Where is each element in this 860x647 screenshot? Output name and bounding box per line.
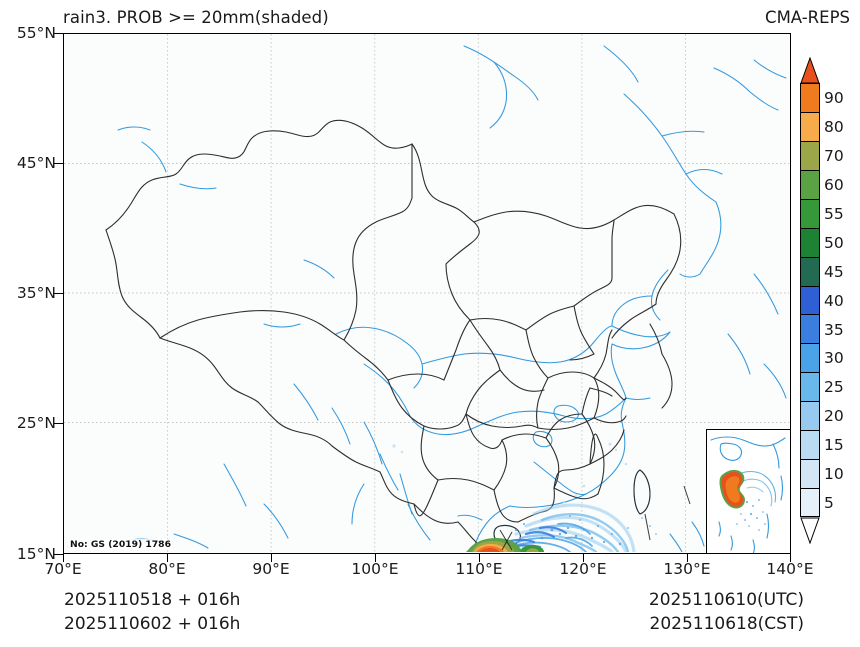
inset-canvas: [707, 430, 790, 553]
colorbar-label-20: 20: [824, 407, 844, 426]
xlabel-70e: 70°E: [44, 560, 82, 578]
colorbar-label-35: 35: [824, 320, 844, 339]
ytick-45n: [54, 163, 63, 164]
ylabel-15n: 15°N: [16, 545, 56, 563]
colorbar-label-10: 10: [824, 465, 844, 484]
xtick-110e: [479, 554, 480, 562]
ytick-15n: [54, 554, 63, 555]
ylabel-45n: 45°N: [16, 154, 56, 172]
colorbar-band-20: [800, 401, 820, 431]
colorbar-band-40: [800, 285, 820, 315]
colorbar-band-50: [800, 227, 820, 257]
colorbar-label-50: 50: [824, 233, 844, 252]
map-attribution: No: GS (2019) 1786: [69, 539, 172, 550]
ytick-55n: [54, 33, 63, 34]
south-china-sea-inset-map[interactable]: [706, 429, 790, 553]
ylabel-55n: 55°N: [16, 24, 56, 42]
colorbar-band-55: [800, 198, 820, 228]
xtick-120e: [583, 554, 584, 562]
colorbar-extend-max-arrow: [800, 57, 820, 84]
colorbar-band-30: [800, 343, 820, 373]
footer-init-time-utc: 2025110518 + 016h: [64, 590, 241, 610]
ylabel-25n: 25°N: [16, 414, 56, 432]
xlabel-80e: 80°E: [148, 560, 186, 578]
map-canvas: [64, 34, 789, 552]
xlabel-140e: 140°E: [766, 560, 814, 578]
precip-core-secondary: [520, 545, 544, 552]
footer-valid-time-utc: 2025110610(UTC): [648, 590, 804, 610]
footer-init-time-cst: 2025110602 + 016h: [64, 614, 241, 634]
xtick-80e: [167, 554, 168, 562]
colorbar-band-80: [800, 111, 820, 141]
xlabel-120e: 120°E: [559, 560, 607, 578]
xlabel-90e: 90°E: [252, 560, 290, 578]
colorbar-label-5: 5: [824, 494, 834, 513]
colorbar-label-60: 60: [824, 175, 844, 194]
colorbar-band-70: [800, 140, 820, 170]
colorbar-label-55: 55: [824, 204, 844, 223]
precip-core-high: [466, 538, 522, 552]
precip-shading: [392, 442, 657, 552]
colorbar-label-25: 25: [824, 378, 844, 397]
colorbar-band-5: [800, 488, 820, 517]
colorbar-label-30: 30: [824, 349, 844, 368]
xtick-100e: [375, 554, 376, 562]
map-panel[interactable]: No: GS (2019) 1786: [63, 33, 791, 554]
colorbar-label-80: 80: [824, 117, 844, 136]
xlabel-130e: 130°E: [663, 560, 711, 578]
colorbar-band-35: [800, 314, 820, 344]
track-marks: [499, 485, 691, 551]
inset-precip-core: [719, 469, 745, 509]
colorbar-label-15: 15: [824, 436, 844, 455]
admin-borders: [105, 119, 682, 552]
model-label: CMA-REPS: [765, 8, 850, 27]
colorbar-label-70: 70: [824, 146, 844, 165]
xlabel-100e: 100°E: [351, 560, 399, 578]
page-title: rain3. PROB >= 20mm(shaded): [63, 8, 329, 27]
xtick-70e: [63, 554, 64, 562]
colorbar-band-90: [800, 83, 820, 112]
precip-speckles: [514, 515, 657, 546]
xtick-90e: [271, 554, 272, 562]
footer-valid-time-cst: 2025110618(CST): [649, 614, 804, 634]
ylabel-35n: 35°N: [16, 284, 56, 302]
colorbar-band-15: [800, 430, 820, 460]
colorbar-band-45: [800, 256, 820, 286]
colorbar-label-90: 90: [824, 89, 844, 108]
colorbar[interactable]: 5 10 15 20 25 30 35 40 45 50 55 60 70 80 90: [800, 57, 844, 544]
colorbar-band-60: [800, 169, 820, 199]
colorbar-band-25: [800, 372, 820, 402]
xtick-140e: [790, 554, 791, 562]
colorbar-extend-min-arrow: [800, 517, 820, 544]
xtick-130e: [687, 554, 688, 562]
ytick-25n: [54, 423, 63, 424]
xlabel-110e: 110°E: [455, 560, 503, 578]
colorbar-label-45: 45: [824, 262, 844, 281]
ytick-35n: [54, 293, 63, 294]
colorbar-label-40: 40: [824, 291, 844, 310]
colorbar-band-10: [800, 459, 820, 489]
